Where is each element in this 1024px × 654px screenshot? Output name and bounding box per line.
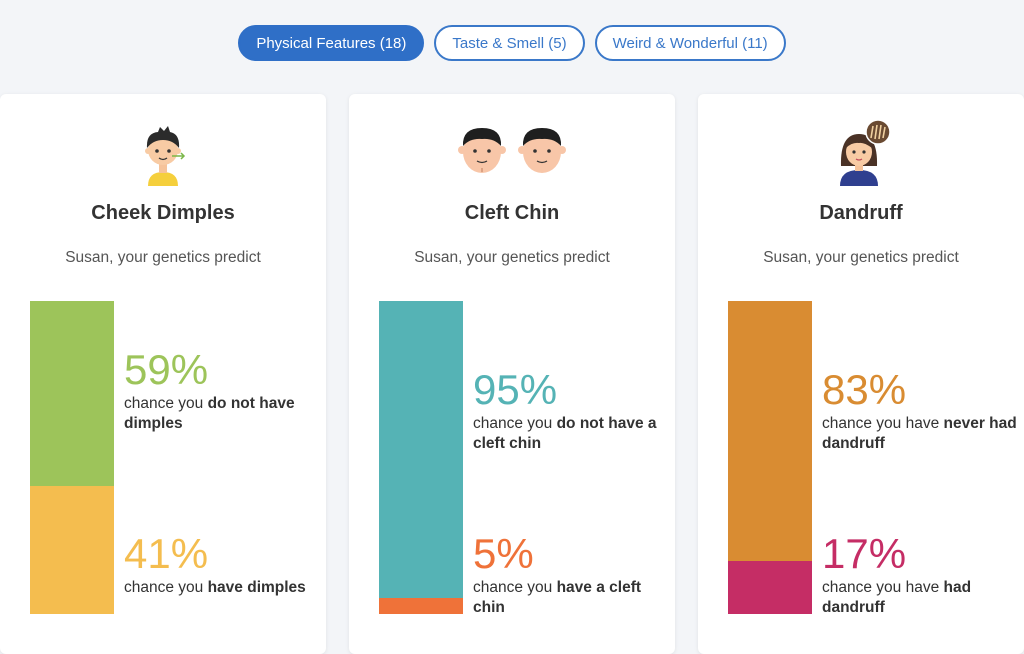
outcome-percent: 41% (124, 530, 209, 577)
tab-weird-wonderful[interactable]: Weird & Wonderful (11) (594, 25, 786, 61)
outcome-description: chance you have a cleft chin (473, 579, 642, 616)
trait-subtitle: Susan, your genetics predict (65, 249, 261, 266)
bar-segment-no-cleft-chin (379, 301, 463, 598)
tab-physical-features[interactable]: Physical Features (18) (238, 25, 425, 61)
outcome-no-cleft-chin: 95% chance you do not have a cleft chin (473, 368, 669, 454)
outcome-percent: 59% (124, 346, 209, 393)
outcome-percent: 17% (822, 530, 907, 577)
trait-title: Cheek Dimples (91, 202, 235, 224)
bar-segment-had-dandruff (728, 561, 812, 614)
dandruff-woman-icon (698, 120, 1024, 190)
bar-segment-have-dimples (30, 486, 114, 614)
outcome-description: chance you have never had dandruff (822, 415, 1017, 452)
outcome-have-dimples: 41% chance you have dimples (124, 532, 320, 598)
outcome-description: chance you have dimples (124, 579, 306, 596)
dimples-boy-icon (0, 120, 326, 190)
probability-bar (728, 301, 812, 614)
outcome-description: chance you do not have dimples (124, 395, 295, 432)
outcome-percent: 83% (822, 366, 907, 413)
outcome-never-had-dandruff: 83% chance you have never had dandruff (822, 368, 1018, 454)
outcome-cleft-chin: 5% chance you have a cleft chin (473, 532, 669, 618)
tab-taste-smell[interactable]: Taste & Smell (5) (434, 25, 585, 61)
bar-segment-cleft-chin (379, 598, 463, 614)
trait-subtitle: Susan, your genetics predict (763, 249, 959, 266)
outcome-do-not-have-dimples: 59% chance you do not have dimples (124, 348, 320, 434)
trait-card-cleft-chin[interactable]: Cleft Chin Susan, your genetics predict … (349, 94, 675, 654)
cleft-chin-faces-icon (349, 120, 675, 190)
bar-segment-do-not-have-dimples (30, 301, 114, 486)
trait-category-tabs: Physical Features (18) Taste & Smell (5)… (0, 25, 1024, 63)
probability-bar (379, 301, 463, 614)
outcome-description: chance you do not have a cleft chin (473, 415, 657, 452)
trait-subtitle: Susan, your genetics predict (414, 249, 610, 266)
outcome-description: chance you have had dandruff (822, 579, 972, 616)
probability-bar (30, 301, 114, 614)
trait-title: Dandruff (819, 202, 903, 224)
bar-segment-never-had-dandruff (728, 301, 812, 561)
outcome-had-dandruff: 17% chance you have had dandruff (822, 532, 1018, 618)
trait-title: Cleft Chin (464, 202, 560, 224)
trait-card-dandruff[interactable]: Dandruff Susan, your genetics predict 83… (698, 94, 1024, 654)
outcome-percent: 95% (473, 366, 558, 413)
outcome-percent: 5% (473, 530, 534, 577)
trait-card-cheek-dimples[interactable]: Cheek Dimples Susan, your genetics predi… (0, 94, 326, 654)
